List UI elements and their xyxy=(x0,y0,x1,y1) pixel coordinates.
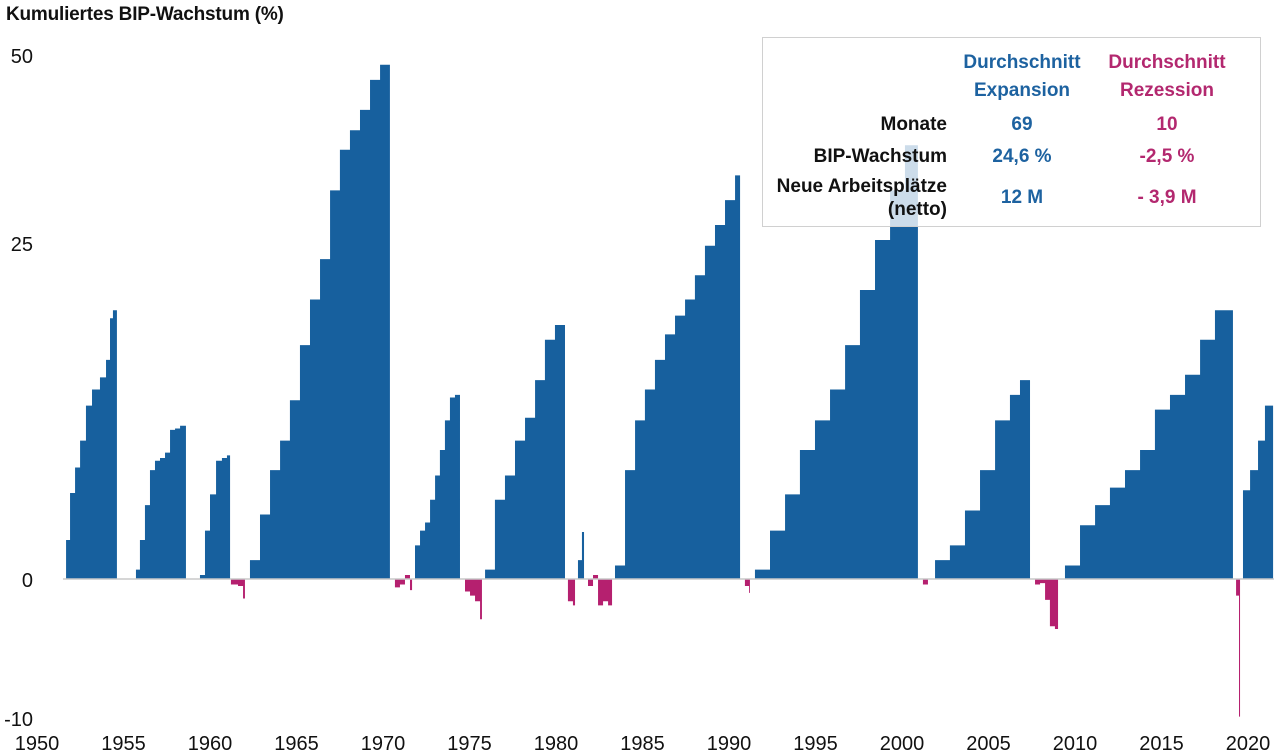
y-axis-ticks: 50 25 0 -10 xyxy=(4,46,33,731)
chart-title: Kumuliertes BIP-Wachstum (%) xyxy=(6,4,284,25)
y-tick-label: 0 xyxy=(22,570,33,592)
months-expansion: 69 xyxy=(1011,114,1033,135)
x-tick-label: 2020 xyxy=(1226,733,1271,755)
x-tick-label: 1960 xyxy=(188,733,233,755)
row-label-gdp: BIP-Wachstum xyxy=(813,146,947,167)
recession-area xyxy=(584,574,613,606)
recession-area xyxy=(917,579,928,585)
x-tick-label: 1980 xyxy=(534,733,579,755)
expansion-area xyxy=(1058,280,1233,579)
expansion-area xyxy=(1240,405,1274,579)
expansion-area xyxy=(244,36,390,579)
y-tick-label: -10 xyxy=(4,709,33,731)
recession-area xyxy=(1030,579,1059,630)
x-tick-label: 2000 xyxy=(880,733,925,755)
expansion-area xyxy=(62,303,117,579)
gdp-expansion: 24,6 % xyxy=(992,146,1052,167)
x-axis-ticks: 1950 1955 1960 1965 1970 1975 1980 1985 1990 1995… xyxy=(15,733,1271,755)
y-tick-label: 50 xyxy=(11,46,33,68)
expansion-area xyxy=(133,416,186,579)
x-tick-label: 1995 xyxy=(793,733,838,755)
x-tick-label: 1970 xyxy=(361,733,406,755)
x-tick-label: 1965 xyxy=(274,733,319,755)
expansion-area xyxy=(412,393,460,579)
expansion-area xyxy=(481,318,565,579)
x-tick-label: 1950 xyxy=(15,733,60,755)
expansion-area xyxy=(749,130,918,579)
summary-table: Durchschnitt Expansion Durchschnitt Reze… xyxy=(762,37,1261,227)
jobs-recession: - 3,9 M xyxy=(1137,187,1197,208)
jobs-expansion: 12 M xyxy=(1000,187,1044,208)
expansion-area xyxy=(927,359,1031,579)
recession-area xyxy=(389,574,413,591)
row-label-jobs-line2: (netto) xyxy=(887,199,947,220)
x-tick-label: 1985 xyxy=(620,733,665,755)
recession-area xyxy=(740,579,750,593)
col-header-expansion-line1: Durchschnitt xyxy=(963,52,1081,73)
gdp-recession: -2,5 % xyxy=(1139,146,1195,167)
recession-area xyxy=(564,579,576,606)
expansion-area xyxy=(612,172,741,579)
recession-area xyxy=(459,579,482,620)
x-tick-label: 1975 xyxy=(447,733,492,755)
col-header-recession-line1: Durchschnitt xyxy=(1108,52,1226,73)
recession-area xyxy=(1232,579,1241,717)
row-label-months: Monate xyxy=(880,114,948,135)
col-header-recession-line2: Rezession xyxy=(1120,80,1214,101)
expansion-area xyxy=(198,428,231,579)
x-tick-label: 1990 xyxy=(707,733,752,755)
x-tick-label: 2010 xyxy=(1053,733,1098,755)
recession-area xyxy=(230,579,245,599)
col-header-expansion-line2: Expansion xyxy=(973,80,1071,101)
x-tick-label: 2005 xyxy=(966,733,1011,755)
x-tick-label: 1955 xyxy=(101,733,146,755)
series-areas xyxy=(62,36,1274,717)
row-label-jobs-line1: Neue Arbeitsplätze xyxy=(776,176,947,197)
months-recession: 10 xyxy=(1156,114,1178,135)
expansion-area xyxy=(575,531,585,579)
x-tick-label: 2015 xyxy=(1139,733,1184,755)
y-tick-label: 25 xyxy=(11,234,33,256)
